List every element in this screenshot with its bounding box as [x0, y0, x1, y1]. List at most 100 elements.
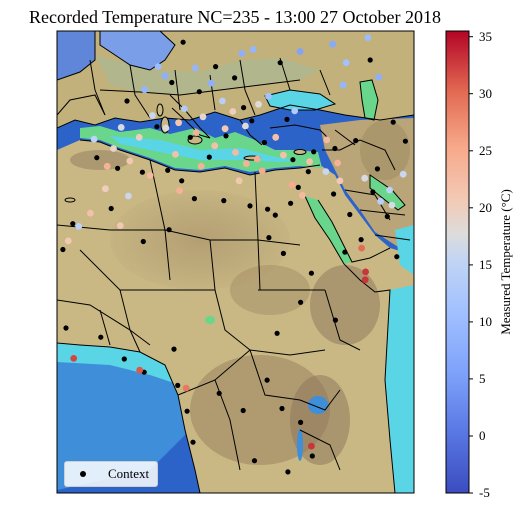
measured-points	[64, 34, 407, 450]
red-sea-east-coast	[317, 199, 391, 263]
context-point	[221, 198, 227, 204]
baltic-sea	[100, 31, 175, 70]
context-point	[353, 138, 359, 144]
red-sea-west-coast	[304, 195, 396, 493]
measured-point	[361, 174, 369, 182]
measured-point	[242, 160, 250, 168]
context-point	[166, 227, 172, 233]
context-point	[140, 238, 146, 245]
context-point	[374, 166, 380, 172]
sahel-border	[57, 224, 301, 246]
measured-point	[149, 112, 156, 119]
east-africa-borders	[299, 289, 361, 471]
measured-point	[181, 105, 188, 113]
measured-point	[221, 125, 229, 133]
ethiopia-highlands	[310, 265, 380, 345]
colorbar-tick-label: 15	[479, 256, 492, 272]
colorbar-tick-label: 30	[479, 85, 492, 101]
context-point	[280, 250, 286, 256]
measured-point	[296, 48, 304, 55]
measured-point	[192, 129, 200, 137]
legend: Context	[64, 461, 158, 487]
europe-coast	[57, 104, 414, 129]
context-point	[223, 133, 229, 139]
measured-point	[339, 81, 347, 89]
measured-point	[175, 119, 183, 127]
context-point	[298, 419, 304, 425]
colorbar-tick-label: 20	[479, 199, 492, 215]
colorbar-label: Measured Temperature (°C)	[498, 189, 513, 335]
colorbar-tick-label: 35	[479, 28, 492, 44]
arabia-borders	[344, 189, 411, 241]
west-africa-borders	[57, 299, 151, 353]
measured-point	[136, 366, 144, 374]
measured-point	[229, 108, 237, 115]
legend-marker	[80, 471, 86, 477]
context-point	[284, 116, 290, 122]
context-point	[390, 119, 396, 125]
measured-point	[162, 124, 170, 132]
context-point	[279, 405, 285, 412]
colorbar	[445, 30, 470, 494]
europe-cold-zone	[95, 55, 320, 95]
context-point	[332, 145, 338, 152]
context-point	[370, 189, 376, 195]
measured-point	[291, 107, 299, 115]
context-point	[265, 206, 271, 212]
context-point	[298, 299, 304, 305]
context-point	[94, 155, 100, 161]
measured-point	[207, 79, 215, 87]
context-point	[206, 154, 212, 160]
context-point	[311, 149, 317, 155]
measured-point	[135, 133, 143, 141]
caspian-sea	[360, 80, 378, 120]
measured-point	[329, 40, 337, 48]
measured-point	[75, 223, 83, 230]
measured-point	[386, 186, 393, 194]
measured-point	[306, 158, 313, 166]
measured-point	[334, 159, 341, 167]
lake-victoria	[308, 396, 328, 414]
context-point	[63, 325, 69, 331]
caspian-coast	[359, 79, 379, 121]
context-point	[288, 200, 294, 206]
measured-point	[126, 157, 134, 165]
context-point	[367, 57, 373, 63]
context-point	[277, 60, 283, 66]
measured-point	[362, 268, 369, 276]
context-point	[309, 453, 315, 459]
measured-point	[182, 384, 190, 392]
context-point	[180, 39, 186, 45]
context-point	[261, 139, 267, 146]
measured-point	[197, 162, 205, 170]
measured-point	[64, 237, 72, 245]
context-point	[342, 249, 348, 255]
measured-point	[288, 181, 296, 189]
context-point	[358, 237, 364, 243]
map-frame	[56, 30, 415, 494]
context-point	[264, 377, 270, 383]
measured-point	[255, 100, 262, 108]
context-point	[266, 235, 272, 241]
measured-point	[141, 86, 149, 94]
context-point	[190, 439, 196, 445]
measured-point	[361, 276, 369, 284]
context-point	[165, 167, 171, 173]
context-point	[108, 205, 114, 212]
colorbar-tick-label: 5	[479, 370, 486, 386]
measured-point	[342, 59, 350, 67]
context-point	[124, 98, 130, 104]
context-point	[249, 118, 255, 124]
context-point	[305, 169, 311, 175]
measured-point	[235, 177, 243, 185]
measured-point	[249, 46, 257, 53]
context-point	[184, 408, 190, 414]
measured-point	[375, 73, 383, 81]
measured-point	[90, 135, 98, 143]
measured-point	[117, 124, 125, 131]
context-point	[179, 178, 185, 184]
context-point	[384, 213, 390, 220]
measured-point	[258, 167, 266, 175]
legend-label: Context	[108, 466, 150, 481]
plot-title: Recorded Temperature NC=235 - 13:00 27 O…	[29, 7, 441, 27]
